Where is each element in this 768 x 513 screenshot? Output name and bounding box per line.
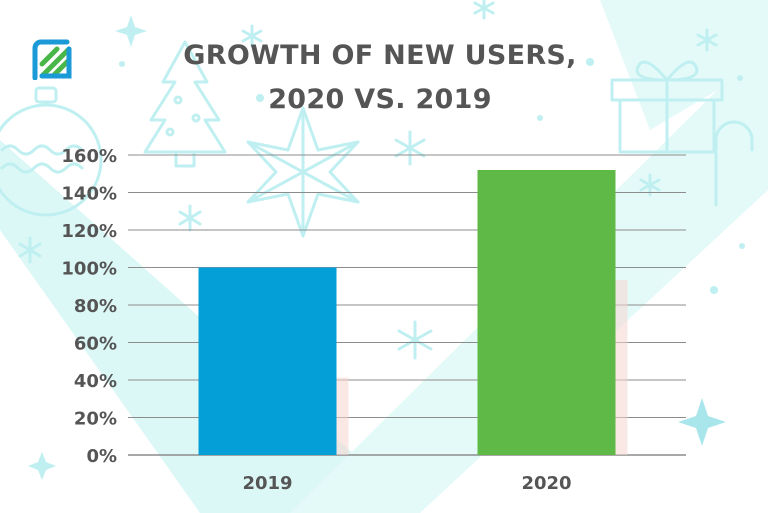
bar-2019 [198,267,337,455]
bar-2020 [477,170,616,455]
y-tick-label: 100% [61,259,117,280]
ornament-icon [0,86,103,217]
brand-logo-icon [32,39,72,80]
bars [198,170,616,455]
y-axis-tick-labels: 0% 20% 40% 60% 80% 100% 120% 140% 160% [61,146,117,467]
x-tick-label: 2020 [521,473,571,494]
snowflake-icon [178,204,202,232]
tree-icon [143,40,227,168]
sparkle-icons [28,15,726,480]
snowflake-icon [696,28,718,52]
y-tick-label: 80% [74,296,117,317]
sparkle-icon [115,15,147,47]
snowflake-icon [473,0,495,20]
x-tick-label: 2019 [242,473,292,494]
x-axis-tick-labels: 2019 2020 [242,473,571,494]
y-tick-label: 60% [74,334,117,355]
decor-dots [119,58,745,294]
y-tick-label: 160% [61,146,117,167]
snowflake-icon [241,24,263,48]
chart-title-line-2: 2020 VS. 2019 [268,84,492,115]
sparkle-icon [678,398,726,446]
y-tick-label: 0% [86,446,117,467]
snowflake-icon [397,320,433,360]
snowflake-icon [639,173,661,197]
snowflake-icon [394,130,426,166]
y-tick-label: 120% [61,221,117,242]
candy-cane-icon [714,120,754,207]
sparkle-icon [28,452,56,480]
decorations [0,0,754,360]
y-tick-label: 40% [74,371,117,392]
gift-icon [610,60,724,154]
y-tick-label: 20% [74,409,117,430]
snowflake-icon [18,236,42,264]
y-tick-label: 140% [61,184,117,205]
chart-title-line-1: GROWTH OF NEW USERS, [183,40,577,71]
